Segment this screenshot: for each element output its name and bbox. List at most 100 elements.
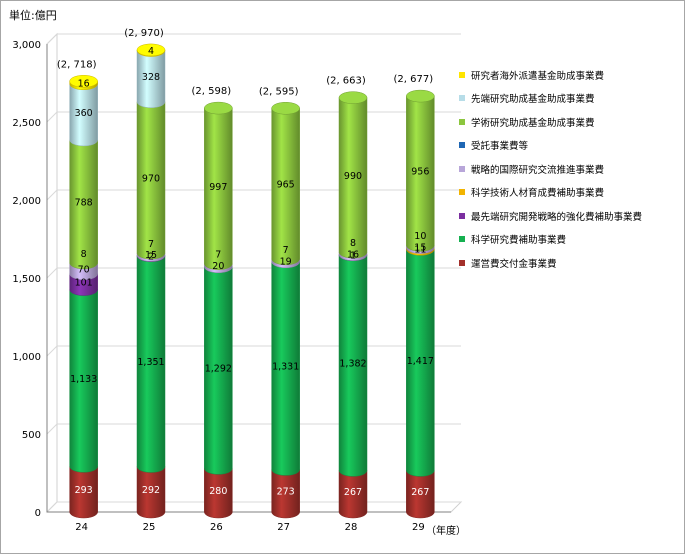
legend-swatch (459, 165, 465, 172)
data-label: 8 (81, 249, 87, 260)
category-label: 26 (210, 522, 223, 533)
total-label: (2, 663) (326, 76, 366, 87)
data-label: 7 (148, 239, 154, 250)
legend-swatch (459, 259, 465, 266)
legend-label: 受託事業費等 (471, 141, 529, 153)
data-label: 11 (414, 244, 426, 255)
gridline (46, 423, 461, 435)
legend-item: 研究者海外派遣基金助成事業費 (459, 63, 681, 87)
legend-label: 戦略的国際研究交流推進事業費 (471, 164, 605, 176)
legend-label: 学術研究助成基金助成事業費 (471, 117, 595, 129)
legend-item: 最先端研究開発戦略的強化費補助事業費 (459, 204, 681, 228)
legend-item: 学術研究助成基金助成事業費 (459, 110, 681, 134)
category-label: 27 (277, 522, 290, 533)
data-label: 10 (414, 231, 426, 242)
bar-body (338, 97, 368, 259)
data-label: 997 (209, 182, 227, 193)
data-label: 267 (411, 487, 429, 498)
data-label: 8 (350, 238, 356, 249)
data-label: 4 (148, 46, 154, 57)
total-label: (2, 970) (124, 28, 164, 39)
bar-top (271, 102, 300, 115)
data-label: 1,133 (70, 374, 97, 385)
bar-body (136, 255, 166, 473)
data-label: 19 (280, 256, 292, 267)
data-label: 956 (411, 167, 429, 178)
bar-segment (406, 95, 435, 252)
bar-body (338, 470, 368, 519)
bar-segment (204, 468, 233, 519)
data-label: 267 (344, 487, 362, 498)
bar-body (406, 249, 435, 477)
legend-label: 研究者海外派遣基金助成事業費 (471, 70, 605, 82)
total-label: (2, 677) (394, 74, 434, 85)
category-label: 28 (345, 522, 358, 533)
legend-item: 受託事業費等 (459, 134, 681, 158)
bar-body (338, 254, 368, 477)
y-tick-label: 0 (35, 508, 41, 519)
bar-segment (69, 139, 98, 270)
bar-body (406, 470, 435, 519)
bar-body (271, 108, 300, 266)
y-tick-label: 1,500 (12, 274, 41, 285)
total-label: (2, 595) (259, 86, 299, 97)
bar-body (204, 468, 233, 519)
legend-item: 先端研究助成基金助成事業費 (459, 87, 681, 111)
bar-segment (204, 107, 233, 270)
y-tick-label: 500 (22, 430, 41, 441)
bar-body (271, 261, 300, 476)
data-label: 1,351 (137, 357, 164, 368)
gridline (46, 111, 461, 123)
bar-segment (69, 466, 98, 519)
data-label: 1 (350, 251, 356, 262)
floor (45, 501, 463, 513)
legend-swatch (459, 142, 465, 149)
bar-body (204, 107, 233, 270)
data-label: 292 (142, 485, 160, 496)
legend-item: 科学研究費補助事業費 (459, 228, 681, 252)
gridline (46, 267, 461, 279)
unit-label: 単位:億円 (9, 9, 57, 22)
bar-segment (204, 266, 233, 475)
total-label: (2, 718) (57, 59, 97, 70)
data-label: 293 (75, 485, 93, 496)
legend-swatch (459, 236, 465, 243)
bar-body (204, 266, 233, 475)
data-label: 328 (142, 72, 160, 83)
bar-segment (338, 97, 368, 259)
bar-segment (136, 466, 166, 519)
bar-segment (136, 101, 166, 260)
data-label: 20 (212, 261, 224, 272)
data-label: 965 (277, 180, 295, 191)
legend-item: 科学技術人材育成費補助事業費 (459, 181, 681, 205)
data-label: 360 (75, 108, 93, 119)
category-label: 25 (143, 522, 156, 533)
y-tick-label: 2,500 (12, 118, 41, 129)
data-label: 7 (215, 250, 221, 261)
gridline (46, 501, 461, 513)
bar-segment (406, 470, 435, 519)
bar-top (406, 89, 435, 103)
data-label: 273 (277, 487, 295, 498)
legend-swatch (459, 189, 465, 196)
bar-top (69, 75, 98, 88)
data-label: 101 (75, 278, 93, 289)
gridline (46, 345, 461, 357)
data-label: 1,331 (272, 362, 299, 373)
bar-segment (271, 108, 300, 266)
legend-label: 科学研究費補助事業費 (471, 235, 567, 247)
legend-label: 先端研究助成基金助成事業費 (471, 94, 595, 106)
data-label: 16 (347, 249, 359, 260)
bar-segment (69, 83, 98, 147)
total-label: (2, 598) (192, 86, 232, 97)
bar-segment (271, 261, 300, 476)
data-label: 1,417 (407, 356, 434, 367)
bar-body (69, 289, 98, 473)
bar-body (69, 139, 98, 270)
legend-label: 運営費交付金事業費 (471, 258, 557, 270)
legend-swatch (459, 118, 465, 125)
data-label: 788 (75, 197, 93, 208)
data-label: 15 (145, 250, 157, 261)
bar-top (204, 101, 233, 115)
